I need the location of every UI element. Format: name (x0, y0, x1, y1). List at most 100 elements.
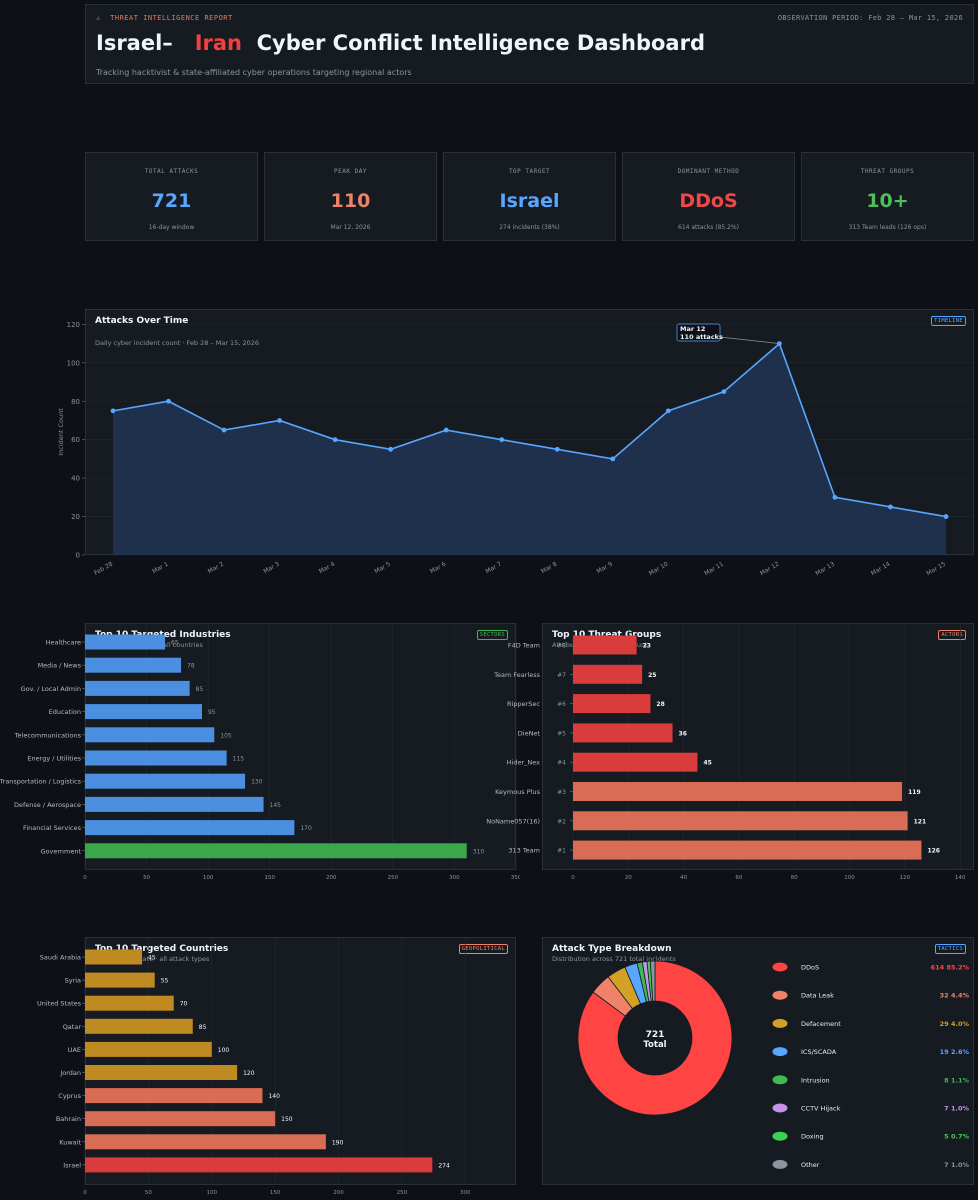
value-label: 105 (220, 732, 232, 739)
kpi-top-target: TOP TARGET Israel 274 incidents (38%) (443, 152, 616, 241)
warning-icon: ⚠ (96, 14, 101, 22)
value-label: 36 (679, 730, 687, 737)
bar (573, 840, 922, 860)
value-label: 150 (281, 1116, 293, 1123)
value-label: 130 (251, 779, 263, 786)
x-tick-label: Mar 7 (484, 561, 502, 576)
data-point (888, 504, 893, 510)
bar (85, 843, 467, 859)
value-label: 115 (233, 756, 245, 763)
x-tick-label: Mar 14 (870, 561, 892, 578)
x-tick-label: 50 (143, 875, 150, 881)
kpi-value: 721 (151, 190, 192, 212)
data-point (166, 398, 171, 404)
value-label: 100 (218, 1047, 230, 1054)
x-tick-label: Mar 11 (703, 561, 725, 578)
bar (85, 750, 227, 766)
x-tick-label: 250 (388, 875, 399, 881)
kpi-total-attacks: TOTAL ATTACKS 721 16-day window (85, 152, 258, 241)
series-line (112, 342, 947, 518)
x-tick-label: Mar 3 (262, 561, 280, 576)
value-label: 119 (908, 789, 921, 796)
legend-value: 32 4.4% (940, 992, 970, 1000)
x-tick-label: Mar 5 (373, 561, 391, 576)
data-point (554, 446, 560, 452)
pie-slice (577, 960, 733, 1116)
legend-label: Defacement (801, 1020, 841, 1028)
category-label: Media / News (38, 662, 82, 670)
page-title: Israel– Iran Cyber Conflict Intelligence… (96, 31, 705, 55)
data-point (110, 408, 116, 414)
x-tick-label: Mar 9 (596, 561, 614, 576)
title-israel: Israel– (96, 31, 173, 55)
bar (85, 1018, 193, 1034)
category-label: Government (40, 847, 81, 855)
pie-slice (649, 960, 656, 1002)
category-label: RipperSec (507, 700, 540, 708)
x-tick-label: Mar 4 (318, 561, 336, 576)
legend-value: 8 1.1% (944, 1076, 969, 1084)
value-label: 78 (187, 663, 195, 670)
data-point (221, 427, 227, 433)
y-tick-label: 60 (71, 436, 80, 444)
category-label: Kuwait (59, 1138, 81, 1146)
x-tick-label: 100 (844, 875, 855, 881)
value-label: 126 (927, 848, 940, 855)
bar (573, 723, 673, 743)
x-tick-label: 0 (83, 875, 87, 881)
value-label: 121 (914, 818, 927, 825)
legend-value: 614 85.2% (931, 964, 970, 972)
legend-value: 5 0.7% (944, 1133, 969, 1141)
value-label: 28 (656, 701, 664, 708)
category-label: 313 Team (508, 847, 540, 855)
data-point (943, 514, 949, 519)
kpi-peak-day: PEAK DAY 110 Mar 12, 2026 (264, 152, 437, 241)
x-tick-label: Mar 10 (648, 561, 670, 578)
value-label: 274 (438, 1162, 450, 1169)
legend-swatch (772, 990, 788, 1000)
value-label: 45 (148, 955, 156, 962)
y-tick-label: 120 (67, 321, 80, 329)
category-label: Israel (63, 1161, 81, 1169)
x-tick-label: 140 (955, 875, 966, 881)
bar (85, 820, 295, 836)
bar (85, 773, 246, 789)
groups-chart: 0 20 40 60 80 100 120 140 F4D Team 23 #8 Team Fearl… (486, 623, 966, 881)
category-label: Healthcare (46, 639, 81, 647)
y-tick-label: 0 (76, 552, 80, 560)
bar (85, 1088, 263, 1104)
category-label: United States (37, 1000, 82, 1008)
kpi-value: DDoS (679, 190, 738, 212)
data-point (610, 456, 616, 462)
legend-swatch (772, 1103, 788, 1113)
groups-badge: ACTORS (938, 630, 966, 640)
value-label: 85 (196, 686, 204, 693)
annotation-box (676, 323, 721, 342)
bar (85, 704, 202, 720)
x-tick-label: 100 (207, 1190, 218, 1196)
report-tag: ⚠ THREAT INTELLIGENCE REPORT (96, 14, 233, 22)
bar (573, 811, 908, 831)
kpi-label: THREAT GROUPS (860, 168, 915, 175)
value-label: 65 (171, 640, 179, 647)
x-tick-label: 100 (203, 875, 214, 881)
bar (85, 796, 264, 812)
kpi-dominant-method: DOMINANT METHOD DDoS 614 attacks (85.2%) (622, 152, 795, 241)
x-tick-label: 300 (449, 875, 460, 881)
legend-value: 7 1.0% (944, 1105, 969, 1113)
x-tick-label: 0 (83, 1190, 87, 1196)
kpi-label: TOP TARGET (508, 168, 551, 175)
legend-label: Doxing (801, 1133, 824, 1141)
bar (85, 995, 174, 1011)
data-point (499, 437, 505, 443)
timeline-badge: TIMELINE (931, 316, 966, 326)
bar (573, 782, 903, 801)
legend-label: Other (801, 1161, 820, 1169)
area-fill (113, 343, 946, 555)
bar (85, 1157, 433, 1173)
x-tick-label: 20 (625, 875, 632, 881)
bar (85, 634, 166, 650)
x-tick-label: Feb 28 (93, 561, 114, 577)
bar (85, 657, 182, 673)
bar (573, 752, 698, 772)
